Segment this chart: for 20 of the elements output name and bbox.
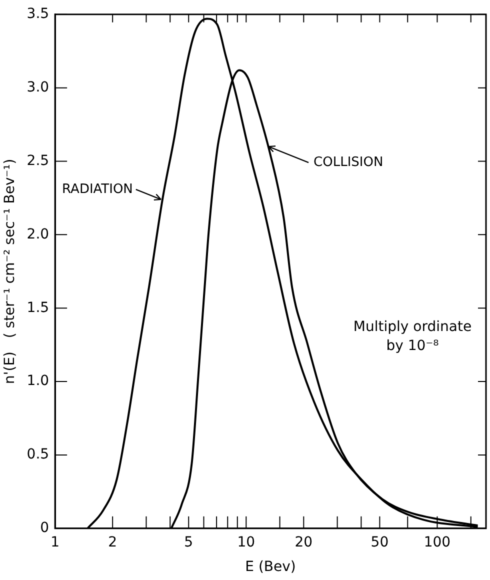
y-axis-title: n'(E) ( ster⁻¹ cm⁻² sec⁻¹ Bev⁻¹) [2,158,18,384]
x-tick-label: 20 [294,534,313,550]
x-tick-label: 1 [50,534,60,550]
y-tick-label: 0 [40,520,50,536]
y-tick-label: 2.5 [26,152,50,169]
annotation: RADIATION [62,182,133,197]
y-tick-label: 1.5 [26,300,50,316]
y-tick-label: 3.5 [26,6,50,22]
annotation: COLLISION [314,154,384,170]
y-tick-label: 1.0 [26,373,50,390]
x-tick-label: 10 [237,534,256,550]
x-tick-label: 2 [108,534,118,550]
y-tick-label: 2.0 [26,226,50,242]
x-tick-label: 50 [370,534,389,550]
x-axis-title: E (Bev) [245,559,296,576]
x-tick-label: 100 [424,534,451,550]
x-tick-label: 5 [184,534,194,550]
annotation: Multiply ordinate by 10⁻⁸ [352,318,473,356]
y-tick-label: 0.5 [26,446,50,463]
y-tick-label: 3.0 [26,79,50,96]
